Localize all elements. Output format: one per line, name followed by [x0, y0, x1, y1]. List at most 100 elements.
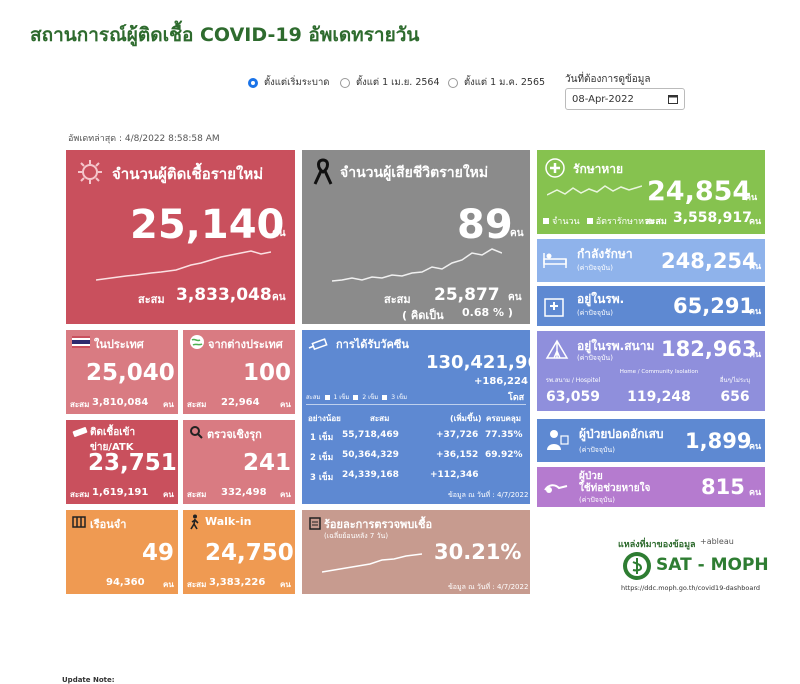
new-cases-unit: คน [272, 228, 286, 239]
filter-option-label: ตั้งแต่เริ่มระบาด [264, 77, 330, 88]
new-cases-cum-value: 3,833,048 [176, 285, 272, 305]
ventilator-sub: (ค่าปัจจุบัน) [579, 496, 615, 504]
imported-cum-label: สะสม [187, 400, 207, 409]
walkin-cum-label: สะสม [187, 580, 207, 589]
pneumonia-title: ผู้ป่วยปอดอักเสบ [579, 427, 664, 441]
imported-title: จากต่างประเทศ [208, 338, 283, 351]
tableau-logo: +ableau [700, 537, 734, 546]
field-hospital-value: 182,963 [661, 337, 757, 361]
new-cases-sparkline [96, 250, 271, 281]
vaccine-card: การได้รับวัคซีน 130,421,966 +186,224 โดส… [302, 330, 530, 504]
domestic-cum-value: 3,810,084 [92, 397, 149, 408]
recovered-cum-value: 3,558,917 [673, 210, 752, 226]
vaccine-row-cov: 77.35% [485, 430, 523, 440]
hospital-bed-icon [543, 253, 567, 268]
thai-flag-icon [72, 336, 90, 348]
positivity-title: ร้อยละการตรวจพบเชื้อ [324, 518, 433, 531]
legend-dose2: 2 เข็ม [362, 394, 379, 401]
new-deaths-pct-value: 0.68 % ) [462, 306, 513, 319]
hospital-card: อยู่ในรพ. (ค่าปัจจุบัน) 65,291 คน [537, 286, 765, 326]
vaccine-header-add: (เพิ่มขึ้น) [450, 414, 482, 423]
treating-sub: (ค่าปัจจุบัน) [577, 264, 613, 272]
new-cases-title: จำนวนผู้ติดเชื้อรายใหม่ [112, 165, 264, 183]
vaccine-row-cum: 55,718,469 [342, 430, 399, 440]
imported-cum-unit: คน [280, 400, 291, 409]
positivity-footnote: ข้อมูล ณ วันที่ : 4/7/2022 [448, 583, 529, 591]
filter-option-since-outbreak[interactable]: ตั้งแต่เริ่มระบาด [248, 75, 329, 90]
atk-card: ติดเชื้อเข้าข่าย/ATK 23,751 สะสม 1,619,1… [66, 420, 178, 504]
proactive-cum-unit: คน [280, 490, 291, 499]
recovered-title: รักษาหาย [573, 162, 624, 176]
magnifier-icon [190, 426, 203, 439]
pneumonia-card: ผู้ป่วยปอดอักเสบ (ค่าปัจจุบัน) 1,899 คน [537, 419, 765, 462]
domestic-cum-unit: คน [163, 400, 174, 409]
recovered-value: 24,854 [647, 176, 752, 207]
new-deaths-cum-value: 25,877 [434, 285, 500, 305]
radio-selected-icon[interactable] [248, 77, 258, 88]
hospital-value: 65,291 [673, 294, 755, 318]
filter-option-label: ตั้งแต่ 1 เม.ย. 2564 [356, 77, 440, 88]
vaccine-legend: สะสม 1 เข็ม 2 เข็ม 3 เข็ม [306, 392, 407, 402]
source-url[interactable]: https://ddc.moph.go.th/covid19-dashboard [621, 584, 761, 592]
proactive-card: ตรวจเชิงรุก 241 สะสม 332,498 คน [183, 420, 295, 504]
field-hospital-sub: (ค่าปัจจุบัน) [577, 354, 613, 362]
walkin-card: Walk-in 24,750 สะสม 3,383,226 คน [183, 510, 295, 594]
prison-icon [72, 516, 86, 528]
vaccine-row-dose: 2 เข็ม [310, 453, 334, 463]
field-col-hospitel-value: 63,059 [545, 389, 601, 405]
field-hospital-title: อยู่ในรพ.สนาม [577, 339, 655, 353]
walking-person-icon [190, 514, 199, 530]
recovered-legend: จำนวน อัตรารักษาหาย [543, 214, 654, 228]
patient-icon [547, 430, 569, 450]
globe-icon [190, 335, 204, 349]
update-note: Update Note: [62, 676, 115, 684]
jail-title: เรือนจำ [90, 518, 127, 531]
new-cases-card: จำนวนผู้ติดเชื้อรายใหม่ 25,140 คน สะสม 3… [66, 150, 295, 324]
radio-icon[interactable] [448, 77, 458, 88]
hospital-sub: (ค่าปัจจุบัน) [577, 309, 613, 317]
filter-option-since-apr-2564[interactable]: ตั้งแต่ 1 เม.ย. 2564 [340, 75, 440, 90]
legend-count-label: จำนวน [552, 217, 580, 227]
vaccine-total: 130,421,966 [426, 352, 530, 373]
atk-cum-value: 1,619,191 [92, 487, 149, 498]
legend-swatch-icon [586, 218, 593, 224]
date-picker-input[interactable]: 08-Apr-2022 [565, 88, 685, 110]
walkin-title: Walk-in [205, 515, 252, 528]
recovered-cum-unit: คน [749, 217, 762, 227]
walkin-cum-value: 3,383,226 [209, 577, 266, 588]
legend-rate-label: อัตรารักษาหาย [595, 217, 655, 227]
radio-icon[interactable] [340, 77, 350, 88]
new-cases-cum-label: สะสม [138, 293, 165, 306]
moph-logo-icon [623, 552, 651, 580]
date-picker-label: วันที่ต้องการดูข้อมูล [565, 74, 651, 85]
virus-icon [78, 160, 102, 184]
hospital-building-icon [544, 298, 564, 317]
vaccine-row-dose: 1 เข็ม [310, 433, 334, 443]
legend-swatch-icon [382, 394, 388, 400]
proactive-title: ตรวจเชิงรุก [207, 428, 262, 441]
proactive-value: 241 [243, 450, 292, 476]
jail-cum-unit: คน [163, 580, 174, 589]
legend-swatch-icon [543, 218, 549, 224]
last-updated: อัพเดทล่าสุด : 4/8/2022 8:58:58 AM [68, 134, 220, 144]
hospital-title: อยู่ในรพ. [577, 292, 625, 306]
clipboard-icon [309, 517, 321, 530]
vaccine-footnote: ข้อมูล ณ วันที่ : 4/7/2022 [448, 491, 529, 499]
vaccine-title: การได้รับวัคซีน [336, 338, 409, 351]
calendar-icon[interactable] [668, 94, 678, 104]
pneumonia-sub: (ค่าปัจจุบัน) [579, 446, 615, 454]
new-cases-cum-unit: คน [272, 292, 286, 303]
field-col-other-label: อื่นๆ/ไม่ระบุ [719, 377, 751, 384]
walkin-cum-unit: คน [280, 580, 291, 589]
recovered-unit: คน [745, 193, 758, 203]
new-deaths-value: 89 [457, 202, 513, 248]
positivity-sub: (เฉลี่ยย้อนหลัง 7 วัน) [324, 532, 389, 540]
vaccine-row-add: +112,346 [430, 470, 479, 480]
imported-cum-value: 22,964 [221, 397, 260, 408]
recovered-cum-label: สะสม [645, 217, 667, 227]
recovered-sparkline [547, 185, 642, 196]
ventilator-title-1: ผู้ป่วย [579, 471, 603, 482]
filter-option-since-jan-2565[interactable]: ตั้งแต่ 1 ม.ค. 2565 [448, 75, 545, 90]
treating-value: 248,254 [661, 249, 757, 273]
positivity-sparkline [322, 553, 422, 573]
